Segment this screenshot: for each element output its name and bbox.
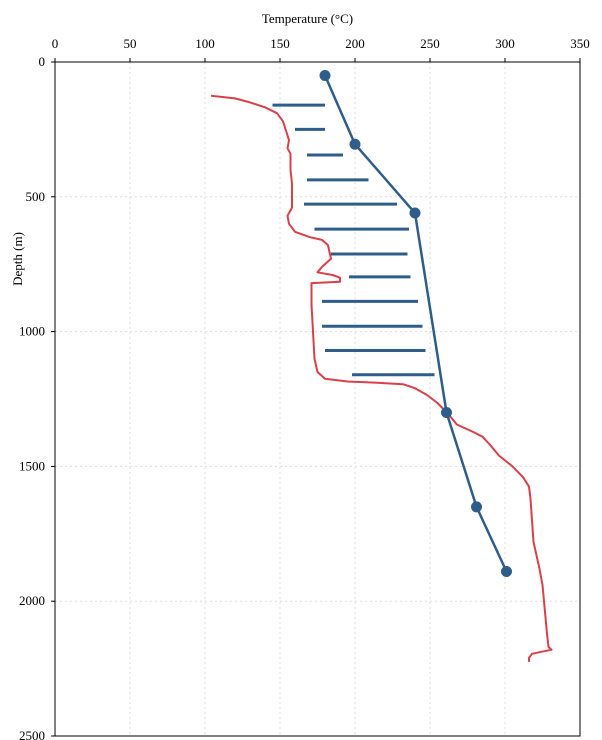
x-tick-label: 200 [345,36,365,51]
x-tick-label: 350 [570,36,590,51]
data-point [501,566,512,578]
y-tick-label: 2000 [19,593,45,608]
data-point [349,138,361,150]
range-bars [272,103,435,377]
x-tick-label: 100 [195,36,215,51]
marker-series [319,69,512,578]
y-tick-label: 0 [39,54,46,69]
y-axis-ticks: 0 500 1000 1500 2000 2500 [19,54,55,740]
y-tick-label: 1000 [19,324,45,339]
y-axis-label: Depth (m) [10,232,25,286]
data-point [441,406,452,418]
y-tick-label: 1500 [19,458,45,473]
x-tick-label: 300 [495,36,515,51]
x-axis-label: Temperature (°C) [262,11,353,26]
data-point [409,207,421,219]
data-point [319,69,331,81]
x-tick-label: 50 [124,36,137,51]
measured-profile [210,94,553,662]
data-point [471,501,482,513]
y-tick-label: 2500 [19,728,45,740]
temperature-profile-line [210,94,553,662]
y-tick-label: 500 [26,189,46,204]
marker-series-line [323,74,508,573]
x-tick-label: 150 [270,36,290,51]
plot-frame [54,61,581,737]
gridlines [55,62,580,736]
x-axis-ticks: 0 50 100 150 200 250 300 350 [52,36,590,62]
x-tick-label: 250 [420,36,440,51]
x-tick-label: 0 [52,36,59,51]
